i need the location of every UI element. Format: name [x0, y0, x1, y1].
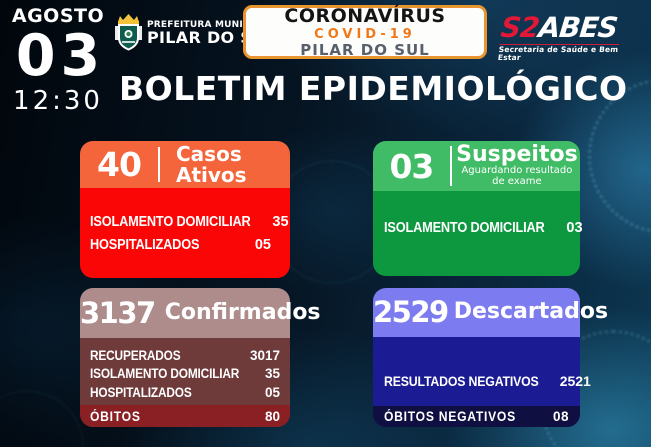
- stat-label: ÓBITOS NEGATIVOS: [384, 409, 516, 424]
- card-suspeitos-header: 03 Suspeitos Aguardando resultado de exa…: [373, 141, 580, 191]
- card-confirmados: 3137 Confirmados RECUPERADOS 3017 ISOLAM…: [80, 288, 321, 427]
- virus-decoration: [0, 390, 84, 447]
- city-crest-icon: [114, 13, 143, 55]
- stat-value: 2521: [559, 373, 591, 389]
- covid-badge-title: CORONAVÍRUS: [284, 4, 446, 27]
- card-descartados: 2529 Descartados RESULTADOS NEGATIVOS 25…: [373, 288, 608, 427]
- sabes-logo: S2ABES Secretaria de Saúde e Bem Estar: [497, 11, 623, 62]
- card-casos-ativos: 40 Casos Ativos ISOLAMENTO DOMICILIAR 35…: [80, 141, 290, 278]
- stat-label: ISOLAMENTO DOMICILIAR: [384, 220, 545, 236]
- sabes-logo-suffix: ABES: [536, 11, 619, 44]
- card-confirmados-body: RECUPERADOS 3017 ISOLAMENTO DOMICILIAR 3…: [80, 338, 290, 427]
- covid-badge: CORONAVÍRUS COVID-19 PILAR DO SUL: [243, 5, 487, 59]
- stat-value: 05: [254, 237, 271, 254]
- stat-value: 05: [264, 384, 280, 400]
- stat-row: ISOLAMENTO DOMICILIAR 03: [384, 220, 583, 236]
- casos-ativos-title: Casos Ativos: [176, 142, 247, 187]
- stat-value: 03: [566, 220, 583, 236]
- stat-label: HOSPITALIZADOS: [90, 384, 192, 400]
- stat-row: HOSPITALIZADOS 05: [90, 384, 280, 402]
- stat-row: HOSPITALIZADOS 05: [90, 234, 271, 257]
- card-suspeitos: 03 Suspeitos Aguardando resultado de exa…: [373, 141, 583, 276]
- stat-row: ISOLAMENTO DOMICILIAR 35: [90, 365, 280, 383]
- covid-badge-subtitle: COVID-19: [314, 26, 416, 42]
- page-title: BOLETIM EPIDEMIOLÓGICO: [119, 69, 628, 108]
- date-block: AGOSTO 03 12:30: [4, 5, 112, 116]
- card-descartados-header: 2529 Descartados: [373, 288, 608, 337]
- stat-row: RECUPERADOS 3017: [90, 347, 280, 365]
- city-logo-line1: PREFEITURA MUNICIPAL: [147, 19, 273, 30]
- confirmados-title: Confirmados: [164, 299, 321, 325]
- date-month: AGOSTO: [11, 5, 105, 27]
- sabes-logo-mark: S2ABES: [499, 11, 623, 44]
- stat-value: 35: [264, 366, 280, 382]
- stat-row: ISOLAMENTO DOMICILIAR 35: [90, 211, 289, 234]
- card-confirmados-header: 3137 Confirmados: [80, 288, 321, 338]
- card-casos-ativos-body: ISOLAMENTO DOMICILIAR 35 HOSPITALIZADOS …: [80, 188, 290, 278]
- card-descartados-body: RESULTADOS NEGATIVOS 2521 ÓBITOS NEGATIV…: [373, 337, 591, 427]
- suspeitos-count: 03: [389, 146, 434, 186]
- stat-value: 08: [552, 409, 569, 424]
- stat-label: RECUPERADOS: [90, 348, 181, 363]
- confirmados-count: 3137: [80, 295, 156, 330]
- divider: [158, 147, 160, 182]
- stat-value: 3017: [249, 348, 280, 363]
- stat-value: 80: [264, 408, 280, 424]
- date-day: 03: [15, 23, 106, 89]
- card-casos-ativos-header: 40 Casos Ativos: [80, 141, 290, 188]
- casos-ativos-count: 40: [97, 145, 142, 184]
- sabes-logo-prefix: S2: [499, 11, 541, 44]
- sabes-logo-tagline: Secretaria de Saúde e Bem Estar: [497, 44, 620, 62]
- stat-label: ÓBITOS: [90, 408, 141, 424]
- obitos-negativos-row: ÓBITOS NEGATIVOS 08: [373, 406, 580, 427]
- stat-value: 35: [272, 214, 289, 230]
- divider: [449, 146, 452, 186]
- card-suspeitos-body: ISOLAMENTO DOMICILIAR 03: [373, 191, 583, 276]
- descartados-count: 2529: [373, 295, 449, 329]
- covid-badge-city: PILAR DO SUL: [300, 40, 430, 59]
- suspeitos-subtitle: Aguardando resultado de exame: [461, 165, 573, 188]
- date-time: 12:30: [13, 86, 103, 116]
- suspeitos-title: Suspeitos: [456, 141, 578, 167]
- obitos-row: ÓBITOS 80: [80, 405, 290, 427]
- descartados-title: Descartados: [453, 299, 609, 325]
- stat-label: HOSPITALIZADOS: [90, 237, 200, 254]
- stat-label: ISOLAMENTO DOMICILIAR: [90, 366, 240, 382]
- stat-row: RESULTADOS NEGATIVOS 2521: [384, 373, 591, 389]
- stat-label: ISOLAMENTO DOMICILIAR: [90, 214, 251, 230]
- stat-label: RESULTADOS NEGATIVOS: [384, 373, 539, 389]
